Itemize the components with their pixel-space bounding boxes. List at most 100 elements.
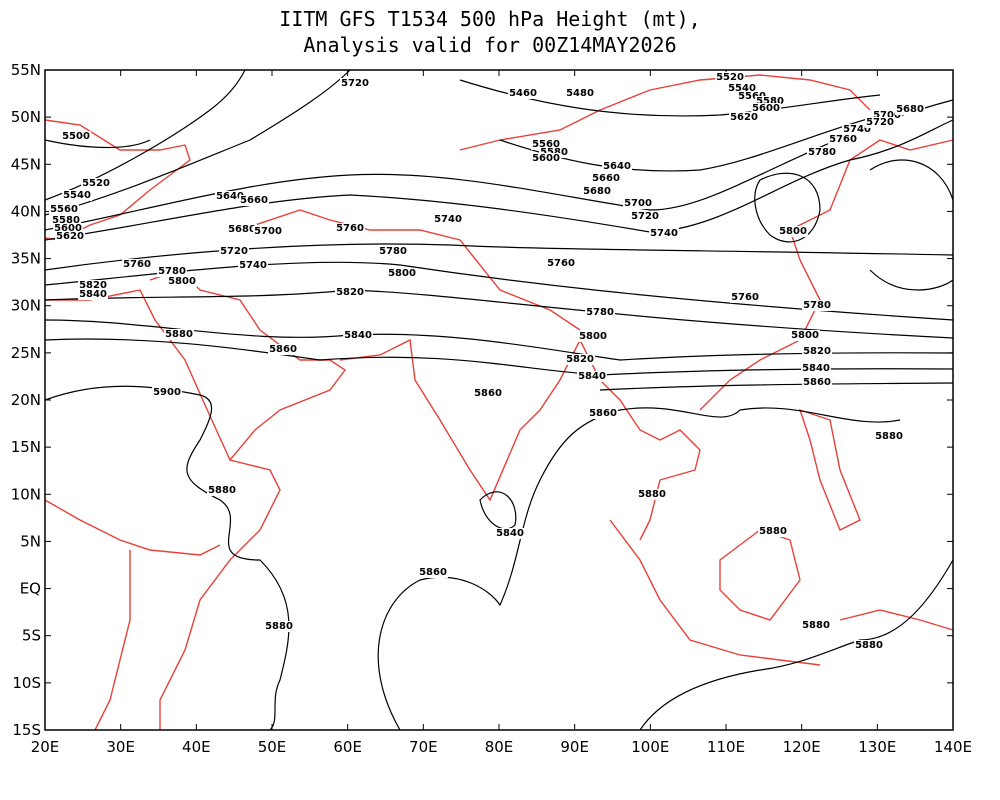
contour-label: 5880 [875, 431, 903, 442]
contour-label: 5720 [341, 78, 369, 89]
contour-line [44, 69, 351, 216]
contour-label: 5880 [265, 621, 293, 632]
lon-tick-label: 140E [934, 738, 972, 756]
contour-label-bg [865, 117, 895, 128]
contour-label-bg [591, 173, 621, 184]
contour-label-bg [758, 526, 788, 537]
lon-tick-label: 100E [631, 738, 669, 756]
contour-label: 5760 [829, 134, 857, 145]
contour-label-bg [802, 300, 832, 311]
contour-label-bg [531, 139, 561, 150]
title-line: IITM GFS T1534 500 hPa Height (mt), [279, 7, 700, 31]
contour-label-bg [239, 195, 269, 206]
contour-label: 5580 [540, 147, 568, 158]
contour-label: 5800 [168, 276, 196, 287]
contour-label-bg [755, 96, 785, 107]
contour-label: 5720 [220, 246, 248, 257]
contour-label: 5700 [624, 198, 652, 209]
contour-label-bg [378, 246, 408, 257]
contour-label-bg [874, 431, 904, 442]
contour-label: 5860 [474, 388, 502, 399]
contour-line [44, 338, 954, 376]
contour-label: 5480 [566, 88, 594, 99]
contour-label-bg [167, 276, 197, 287]
contour-label: 5820 [803, 346, 831, 357]
contour-label: 5780 [379, 246, 407, 257]
lat-tick-label: 10N [11, 485, 41, 503]
contour-line [479, 491, 517, 530]
contour-label-bg [801, 620, 831, 631]
contour-label: 5900 [153, 387, 181, 398]
contour-label: 5700 [873, 110, 901, 121]
contour-label-bg [649, 228, 679, 239]
contour-label: 5880 [165, 329, 193, 340]
contour-label-bg [582, 186, 612, 197]
contour-label-bg [895, 104, 925, 115]
contour-label-bg [215, 191, 245, 202]
contour-label: 5880 [638, 489, 666, 500]
lat-tick-label: 20N [11, 391, 41, 409]
lat-tick-label: 35N [11, 250, 41, 268]
contour-label: 5620 [56, 231, 84, 242]
contour-label: 5540 [728, 83, 756, 94]
coastline [44, 119, 191, 241]
contour-label: 5600 [532, 153, 560, 164]
coastline [719, 529, 801, 621]
contour-label: 5700 [254, 226, 282, 237]
contour-label-bg [495, 528, 525, 539]
contour-label-bg [53, 223, 83, 234]
lat-tick-label: 40N [11, 202, 41, 220]
contour-label-bg [602, 161, 632, 172]
contour-label: 5680 [228, 224, 256, 235]
contour-label-bg [801, 363, 831, 374]
contour-label-bg [122, 259, 152, 270]
contour-label-bg [828, 134, 858, 145]
contour-label-bg [418, 567, 448, 578]
contour-line [377, 407, 901, 731]
contour-label-bg [268, 344, 298, 355]
contour-label: 5780 [586, 307, 614, 318]
contour-label: 5520 [82, 178, 110, 189]
contour-label-bg [577, 371, 607, 382]
lat-tick-label: 50N [11, 108, 41, 126]
lat-tick-label: 5N [20, 532, 41, 550]
contour-label: 5840 [344, 330, 372, 341]
contour-label-bg [802, 377, 832, 388]
lon-tick-label: 120E [783, 738, 821, 756]
lat-tick-label: 45N [11, 155, 41, 173]
contour-label: 5760 [123, 259, 151, 270]
contour-label: 5460 [509, 88, 537, 99]
contour-label: 5800 [579, 331, 607, 342]
contour-line [44, 289, 954, 339]
contour-label-bg [164, 329, 194, 340]
contour-label-bg [49, 204, 79, 215]
contour-label-bg [387, 268, 417, 279]
contour-label-bg [253, 226, 283, 237]
lat-tick-label: 15N [11, 438, 41, 456]
contour-label-bg [588, 408, 618, 419]
contour-label-bg [802, 346, 832, 357]
contour-label-bg [81, 178, 111, 189]
contour-label: 5720 [866, 117, 894, 128]
contour-label: 5600 [54, 223, 82, 234]
lat-tick-label: 5S [22, 627, 41, 645]
contour-label: 5840 [79, 289, 107, 300]
contour-label-bg [473, 388, 503, 399]
contour-label-bg [264, 621, 294, 632]
contour-line [44, 319, 954, 361]
lat-tick-label: 15S [12, 721, 41, 739]
contour-label-bg [531, 153, 561, 164]
contour-label: 5680 [896, 104, 924, 115]
contour-label-bg [227, 224, 257, 235]
contour-label-bg [729, 112, 759, 123]
contour-label-bg [539, 147, 569, 158]
title-line: Analysis valid for 00Z14MAY2026 [303, 33, 676, 57]
contour-label: 5540 [63, 190, 91, 201]
coastline [44, 499, 221, 556]
contour-label: 5580 [756, 96, 784, 107]
contour-label: 5600 [752, 103, 780, 114]
lon-tick-label: 90E [560, 738, 589, 756]
contour-label: 5740 [239, 260, 267, 271]
